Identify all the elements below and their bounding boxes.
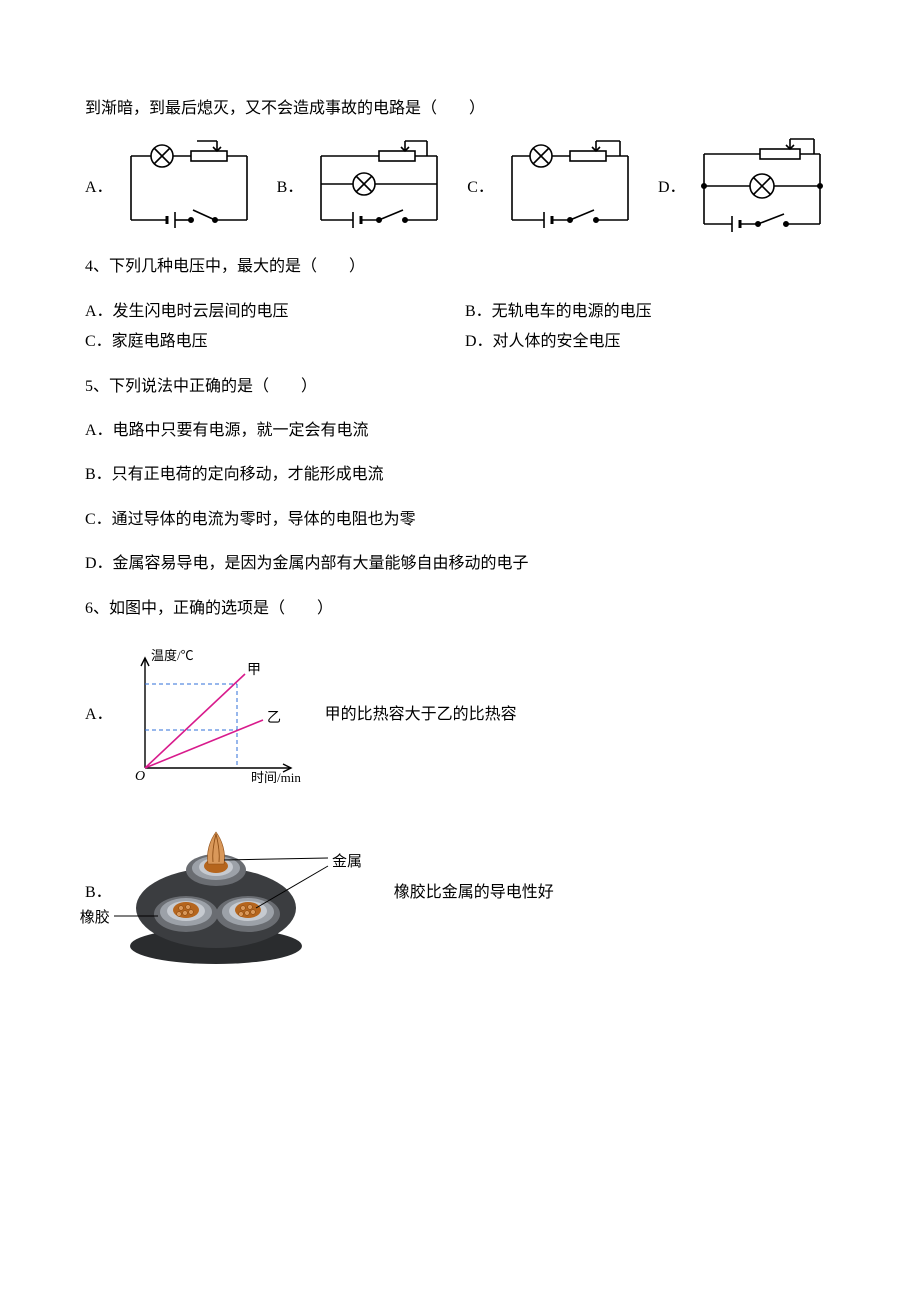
q3-b-label: B． [277, 173, 304, 203]
origin-label: O [135, 769, 145, 784]
q3-d-label: D． [658, 173, 686, 203]
q3-prefix: 到渐暗，到最后熄灭，又不会造成事故的电路是（ ） [85, 94, 835, 124]
series-yi-label: 乙 [267, 710, 281, 726]
q5-d: D．金属容易导电，是因为金属内部有大量能够自由移动的电子 [85, 549, 835, 579]
q5-a: A．电路中只要有电源，就一定会有电流 [85, 416, 835, 446]
circuit-b-icon [309, 138, 449, 238]
q4-d: D．对人体的安全电压 [465, 327, 835, 357]
q3-option-d: D． [658, 138, 832, 238]
rubber-label: 橡胶 [80, 904, 110, 933]
circuit-d-icon [692, 138, 832, 238]
q4-c: C．家庭电路电压 [85, 327, 455, 357]
circuit-a-icon [119, 138, 259, 238]
y-axis-label: 温度/℃ [151, 648, 194, 663]
circuit-c-icon [500, 138, 640, 238]
q3-c-label: C． [467, 173, 494, 203]
q4-b: B．无轨电车的电源的电压 [465, 297, 835, 327]
cable-figure: 金属 橡胶 [116, 818, 376, 968]
series-jia-label: 甲 [247, 663, 261, 678]
q4-a: A．发生闪电时云层间的电压 [85, 297, 455, 327]
q6-a-label: A． [85, 700, 113, 730]
q3-option-b: B． [277, 138, 450, 238]
q3-options-row: A． [85, 138, 835, 238]
cable-cross-section-icon: 金属 [116, 818, 376, 968]
q4-stem: 4、下列几种电压中，最大的是（ ） [85, 252, 835, 282]
x-axis-label: 时间/min [251, 770, 301, 785]
metal-label: 金属 [332, 853, 362, 870]
q3-option-c: C． [467, 138, 640, 238]
q4-row2: C．家庭电路电压 D．对人体的安全电压 [85, 327, 835, 357]
q3-option-a: A． [85, 138, 259, 238]
temperature-chart-icon: 温度/℃ 时间/min O 甲 乙 [117, 640, 307, 790]
q6-option-a: A． 温度/℃ 时间/min O 甲 乙 甲的比热容大于乙的比热容 [85, 640, 835, 790]
q4-row1: A．发生闪电时云层间的电压 B．无轨电车的电源的电压 [85, 297, 835, 327]
q5-b: B．只有正电荷的定向移动，才能形成电流 [85, 460, 835, 490]
q5-stem: 5、下列说法中正确的是（ ） [85, 372, 835, 402]
q6-option-b: B． [85, 818, 835, 968]
q3-a-label: A． [85, 173, 113, 203]
q6-b-caption: 橡胶比金属的导电性好 [394, 878, 554, 908]
q6-a-caption: 甲的比热容大于乙的比热容 [325, 700, 517, 730]
q6-stem: 6、如图中，正确的选项是（ ） [85, 594, 835, 624]
rubber-leader-icon [114, 910, 160, 924]
q5-c: C．通过导体的电流为零时，导体的电阻也为零 [85, 505, 835, 535]
